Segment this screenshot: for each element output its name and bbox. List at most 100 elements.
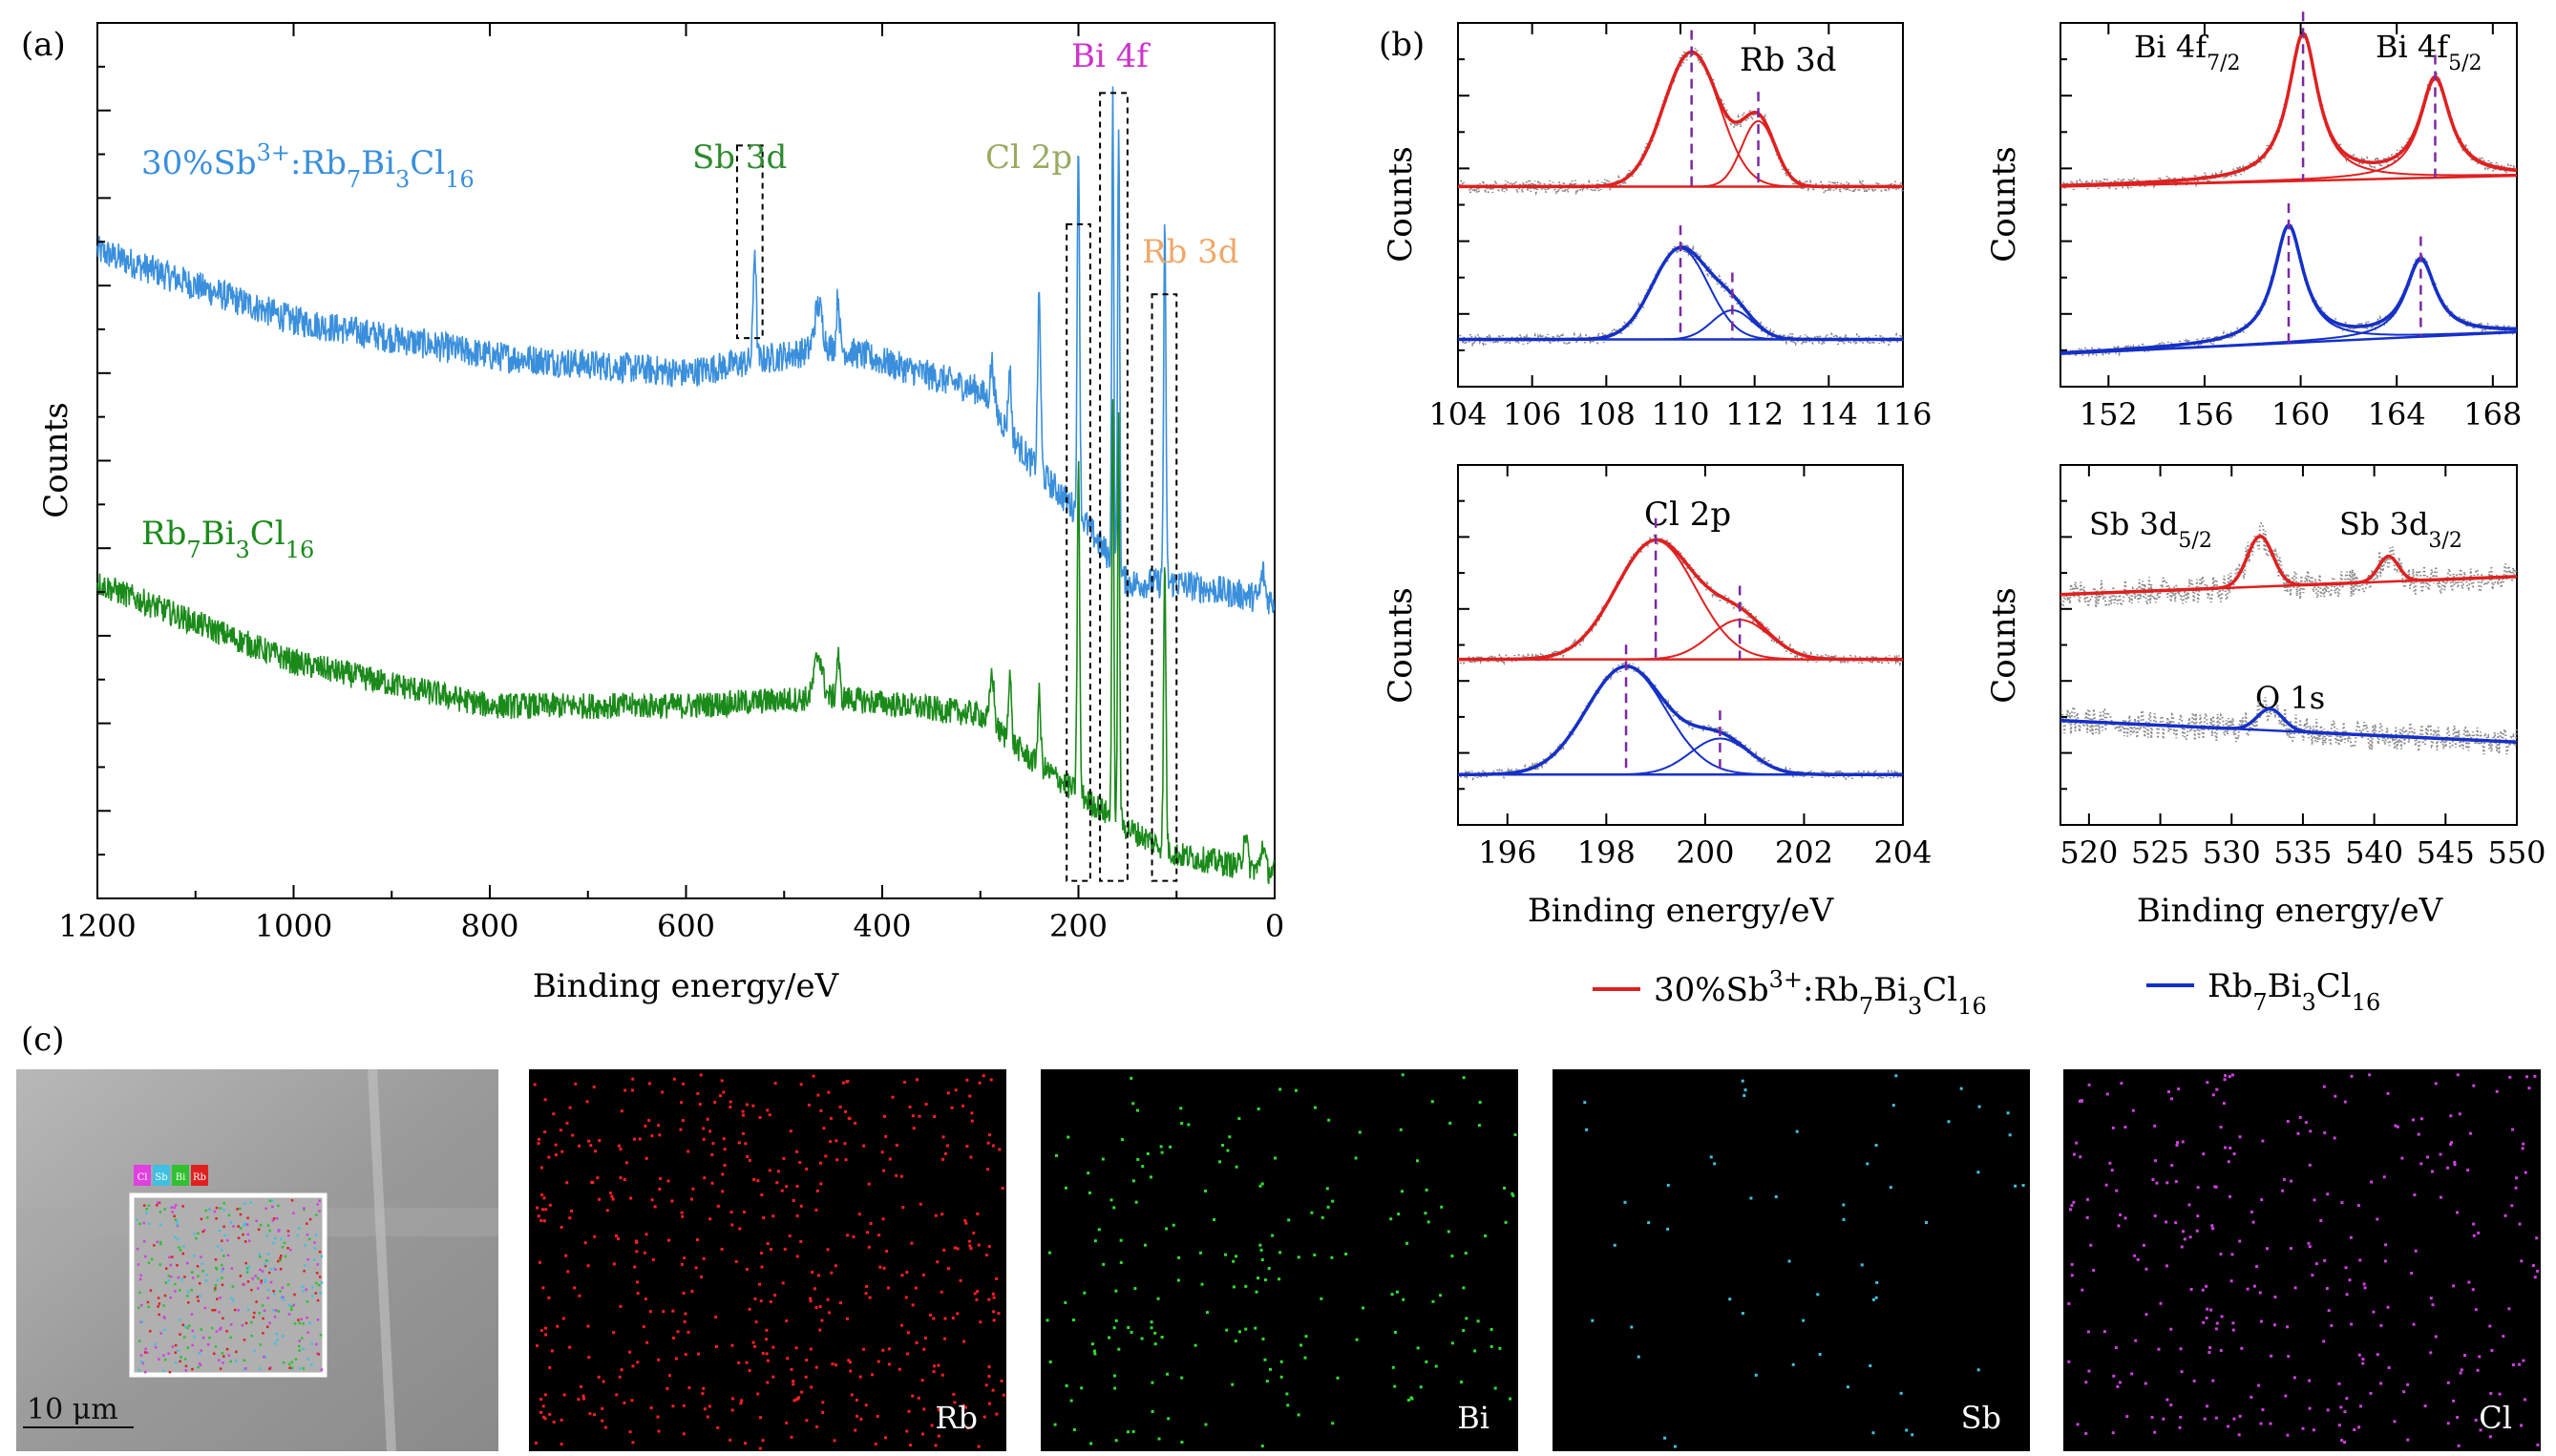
map-dot (818, 1305, 822, 1309)
map-dot (968, 1239, 972, 1243)
map-dot (973, 1292, 977, 1296)
map-dot (2205, 1284, 2208, 1288)
map-dot (937, 1408, 940, 1412)
map-dot (2192, 1379, 2196, 1382)
sem-dot (138, 1277, 142, 1281)
sem-dot (306, 1358, 310, 1361)
map-background (1553, 1069, 2030, 1451)
sem-dot (310, 1342, 313, 1345)
map-dot (1623, 1200, 1627, 1204)
map-dot (2477, 1231, 2481, 1234)
map-dot (941, 1135, 945, 1139)
map-dot (847, 1359, 851, 1362)
map-dot (1069, 1399, 1073, 1403)
map-dot (538, 1260, 541, 1264)
sem-dot (221, 1270, 223, 1273)
sem-dot (250, 1334, 253, 1338)
map-dot (1258, 1243, 1262, 1247)
sem-dot (318, 1199, 321, 1202)
sem-dot (186, 1295, 189, 1298)
map-dot (1842, 1217, 1846, 1221)
sem-dot (137, 1306, 140, 1309)
sem-dot (221, 1352, 224, 1355)
sem-dot (230, 1297, 233, 1299)
sem-dot (138, 1222, 141, 1226)
sem-dot (259, 1343, 263, 1346)
mini-legend-label: Cl (137, 1172, 148, 1183)
sem-dot (289, 1248, 292, 1252)
map-dot (915, 1340, 919, 1344)
x-tick-label: 196 (1478, 834, 1536, 871)
map-dot (2286, 1119, 2290, 1123)
sem-dot (188, 1324, 191, 1327)
map-dot (644, 1124, 647, 1128)
mini-legend-label: Rb (193, 1172, 206, 1183)
map-dot (565, 1121, 569, 1125)
sem-dot (308, 1217, 312, 1221)
map-dot (1151, 1409, 1154, 1413)
map-dot (1261, 1337, 1265, 1340)
map-dot (2510, 1204, 2514, 1208)
map-dot (814, 1365, 818, 1369)
map-dot (2079, 1155, 2082, 1159)
map-dot (661, 1090, 665, 1094)
sem-dot (174, 1218, 178, 1221)
map-dot (795, 1255, 799, 1258)
map-dot (2144, 1382, 2147, 1385)
sem-dot (286, 1283, 290, 1286)
sem-dot (290, 1199, 294, 1202)
map-dot (659, 1176, 663, 1180)
cl2p-xlabel: Binding energy/eV (1528, 892, 1835, 930)
survey-spectrum-chart: 1200 1000 800 600 400 200 0 30%Sb3+:Rb7Bi3Cl16… (37, 22, 1284, 1005)
sem-dot (299, 1366, 302, 1370)
map-dot (1419, 1385, 1423, 1389)
x-tick-label: 1200 (58, 908, 136, 944)
sem-dot (204, 1209, 207, 1213)
sem-dot (169, 1296, 173, 1299)
map-dot (623, 1088, 627, 1092)
map-dot (2067, 1301, 2071, 1305)
map-dot (795, 1150, 799, 1153)
sem-dot (158, 1302, 161, 1305)
map-dot (589, 1144, 593, 1148)
map-dot (922, 1347, 926, 1351)
map-dot (1136, 1157, 1140, 1161)
sem-dot (179, 1289, 181, 1292)
x-tick-label: 200 (1676, 834, 1734, 871)
sem-dot (176, 1220, 179, 1223)
map-dot (2314, 1262, 2318, 1266)
map-dot (752, 1177, 756, 1181)
sem-dot (200, 1217, 203, 1221)
survey-line-pure (96, 399, 1276, 885)
peak-box (1099, 92, 1129, 882)
map-dot (596, 1176, 600, 1180)
map-dot (578, 1144, 581, 1148)
sem-selection-box (129, 1192, 327, 1378)
map-dot (1899, 1391, 1903, 1395)
map-dot (771, 1375, 775, 1379)
map-dot (745, 1361, 749, 1364)
sem-dot (266, 1224, 270, 1227)
map-dot (2472, 1222, 2476, 1226)
sem-dot (315, 1342, 318, 1346)
map-dot (574, 1082, 578, 1086)
map-dot (2203, 1417, 2207, 1421)
sem-dot (260, 1281, 263, 1284)
map-dot (2255, 1265, 2259, 1269)
map-dot (766, 1242, 770, 1246)
map-dot (1393, 1384, 1397, 1388)
map-dot (2489, 1391, 2493, 1395)
map-dot (1393, 1330, 1397, 1334)
map-dot (547, 1296, 551, 1299)
map-dot (855, 1398, 858, 1402)
map-dot (2508, 1075, 2512, 1079)
map-label: Cl (2479, 1400, 2512, 1436)
map-dot (2179, 1347, 2183, 1351)
fit-envelope-pure (2060, 707, 2516, 744)
legend-label-doped: 30%Sb3+:Rb7Bi3Cl16 (1654, 966, 1987, 1020)
sem-dot (157, 1305, 159, 1308)
sem-dot (226, 1254, 230, 1257)
map-dot (1484, 1234, 1488, 1237)
mini-legend-swatch (172, 1165, 189, 1186)
mini-legend-swatch (153, 1165, 170, 1186)
